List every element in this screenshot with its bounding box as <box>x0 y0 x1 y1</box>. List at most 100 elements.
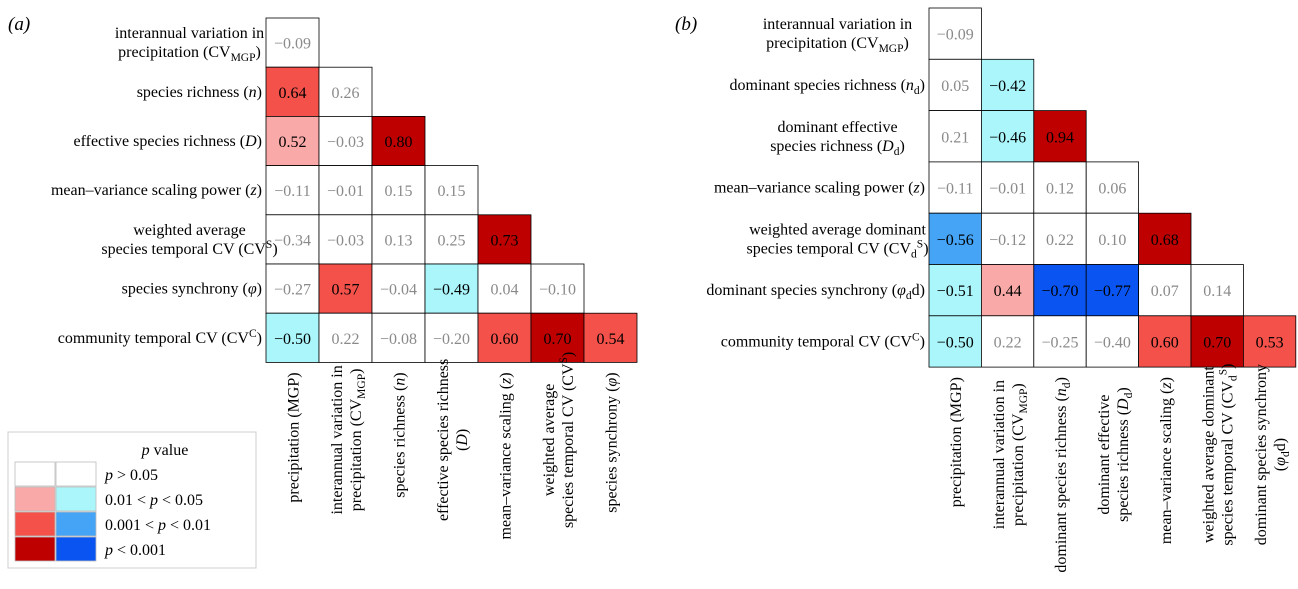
cell-value-label: −0.20 <box>433 331 470 348</box>
heatmap-cell <box>1085 212 1139 265</box>
heatmap-cell <box>265 263 320 314</box>
cell-value-label: 0.94 <box>1046 129 1074 146</box>
row-label: weighted average <box>133 222 245 239</box>
cell-value-label: −0.40 <box>1094 334 1131 351</box>
cell-value-label: 0.52 <box>279 134 307 151</box>
legend-entry-label: p < 0.001 <box>104 542 166 559</box>
heatmap-cell <box>1033 161 1087 214</box>
row-label: weighted average dominant <box>749 221 926 238</box>
legend-swatch-positive <box>14 511 56 537</box>
column-label: dominant species richness (nd​) <box>1053 377 1073 572</box>
heatmap-cell <box>928 212 982 265</box>
legend-swatch-positive <box>14 536 56 562</box>
heatmap-cell <box>1085 161 1139 214</box>
heatmap-cell <box>981 212 1035 265</box>
cell-value-label: −0.25 <box>1041 334 1078 351</box>
cell-value-label: 0.68 <box>1151 232 1179 249</box>
cell-value-label: 0.22 <box>332 331 360 348</box>
row-label: dominant species richness (nd​) <box>730 77 926 97</box>
heatmap-cell <box>477 214 532 265</box>
row-label: effective species richness (D) <box>73 133 262 150</box>
column-label: precipitation (CVMGP​) <box>348 369 368 512</box>
cell-value-label: −0.12 <box>989 232 1026 249</box>
heatmap-cell <box>477 312 532 363</box>
column-label: species temporal CV (CVS​) <box>558 352 577 528</box>
heatmap-cell <box>1033 212 1087 265</box>
heatmap-cell <box>318 214 373 265</box>
cell-value-label: −0.09 <box>274 36 311 53</box>
row-label: dominant effective <box>777 119 897 136</box>
column-label: mean–variance scaling (z) <box>1158 377 1175 544</box>
heatmap-cell <box>265 214 320 265</box>
column-label: species richness (n) <box>392 372 409 497</box>
panel-label: (b) <box>675 14 697 35</box>
cell-value-label: −0.01 <box>327 183 364 200</box>
row-label: precipitation (CVMGP​) <box>118 44 261 64</box>
heatmap-cell <box>1243 315 1297 368</box>
cell-value-label: 0.60 <box>491 331 519 348</box>
cell-value-label: −0.77 <box>1094 283 1131 300</box>
cell-value-label: −0.11 <box>274 183 310 200</box>
cell-value-label: 0.05 <box>941 78 969 95</box>
cell-value-label: −0.56 <box>937 232 974 249</box>
heatmap-cell <box>265 17 320 68</box>
column-label: precipitation (CVMGP​) <box>1010 383 1030 526</box>
heatmap-cell <box>424 165 479 216</box>
cell-value-label: 0.60 <box>1151 334 1179 351</box>
heatmap-cell <box>424 263 479 314</box>
row-label: interannual variation in <box>115 25 264 42</box>
heatmap-cell <box>981 161 1035 214</box>
column-label: precipitation (MGP) <box>948 377 965 507</box>
heatmap-cell <box>371 263 426 314</box>
row-label: species temporal CV (CVd​S​) <box>746 238 928 260</box>
column-label: effective species richness <box>435 359 452 521</box>
cell-value-label: 0.22 <box>1046 232 1074 249</box>
heatmap-cell <box>1138 315 1192 368</box>
heatmap-cell <box>424 214 479 265</box>
cell-value-label: 0.64 <box>279 85 307 102</box>
heatmap-cell <box>318 263 373 314</box>
row-label: mean–variance scaling power (z) <box>51 182 262 199</box>
column-label: weighted average dominant <box>1201 366 1218 543</box>
cell-value-label: −0.42 <box>989 78 1026 95</box>
row-label: precipitation (CVMGP​) <box>766 35 909 55</box>
row-label: species temporal CV (CVS​) <box>101 239 277 258</box>
legend-swatch-positive <box>14 461 56 487</box>
column-label: species richness (Dd​) <box>1115 387 1135 522</box>
cell-value-label: 0.14 <box>1203 283 1231 300</box>
p-value-legend: p value p > 0.05 0.01 < p < 0.05 0.001 < p … <box>7 431 257 569</box>
panel-b-heatmap: (b) −0.09 0.05 −0.42 0.21 −0.46 0.94 −0.11 −0.01… <box>675 7 1297 573</box>
heatmap-cell <box>1190 264 1244 317</box>
cell-value-label: −0.03 <box>327 232 364 249</box>
cell-value-label: 0.06 <box>1098 181 1126 198</box>
heatmap-cell <box>583 312 638 363</box>
panel-a-heatmap: (a) −0.09 0.64 0.26 0.52 −0.03 0.80 −0.11 −0.01 0… <box>8 14 638 539</box>
heatmap-cell <box>1138 264 1192 317</box>
column-label: mean–variance scaling (z) <box>498 372 515 539</box>
heatmap-cell <box>424 312 479 363</box>
heatmap-cell <box>928 58 982 111</box>
cell-value-label: 0.15 <box>438 183 466 200</box>
column-label: species temporal CV (CVd​S​) <box>1218 364 1240 546</box>
cell-value-label: −0.09 <box>937 27 974 44</box>
row-label: interannual variation in <box>763 16 912 33</box>
cell-value-label: −0.10 <box>539 282 576 299</box>
row-label: dominant species synchrony (φd​d) <box>706 282 925 302</box>
cell-value-label: 0.04 <box>491 282 519 299</box>
heatmap-cell <box>318 165 373 216</box>
column-label: dominant species synchrony <box>1253 364 1270 545</box>
heatmap-cell <box>265 165 320 216</box>
panel-label: (a) <box>8 14 30 35</box>
heatmap-cell <box>1033 264 1087 317</box>
column-label: interannual variation in <box>329 365 346 514</box>
cell-value-label: −0.34 <box>274 232 311 249</box>
column-label: dominant effective <box>1096 395 1113 515</box>
cell-value-label: 0.54 <box>597 331 625 348</box>
legend-entry-label: 0.001 < p < 0.01 <box>105 517 211 534</box>
heatmap-cell <box>981 58 1035 111</box>
column-label: interannual variation in <box>991 380 1008 529</box>
column-label: (D) <box>454 429 471 451</box>
row-label: species richness (Dd​) <box>770 138 905 158</box>
heatmap-cell <box>530 263 585 314</box>
heatmap-cell <box>981 110 1035 163</box>
